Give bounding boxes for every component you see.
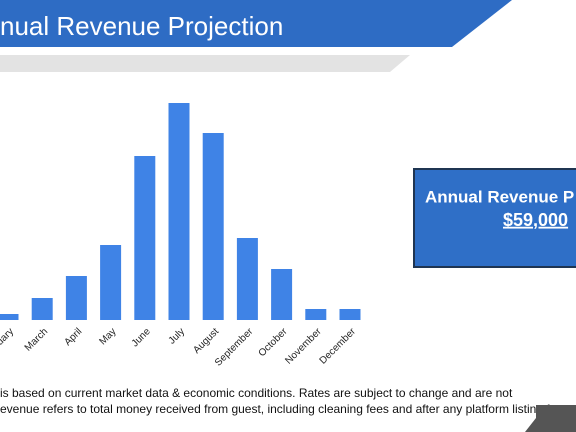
header-banner: [0, 0, 512, 47]
x-tick-label: September: [213, 326, 256, 369]
nav-arrow[interactable]: [525, 405, 576, 432]
page-title: nual Revenue Projection: [0, 11, 283, 41]
x-tick-label: December: [318, 326, 359, 367]
bar: [236, 238, 258, 320]
bar: [168, 103, 190, 320]
header-shadow: [0, 55, 410, 72]
x-tick-label: March: [23, 326, 50, 353]
bar: [271, 269, 293, 320]
bar: [31, 298, 53, 320]
footnote-line: is based on current market data & econom…: [0, 386, 513, 400]
bar: [134, 156, 156, 320]
x-tick-label: October: [257, 326, 290, 359]
bar: [339, 309, 361, 320]
bar: [65, 276, 87, 320]
x-tick-label: June: [130, 326, 153, 349]
footnote-line: evenue refers to total money received fr…: [0, 402, 569, 416]
summary-box: [413, 168, 576, 268]
bar: [305, 309, 327, 320]
summary-amount: $59,000: [503, 210, 568, 230]
chart: uary March April May June July AugustSeptember…: [0, 103, 361, 369]
summary-title: Annual Revenue P: [425, 187, 574, 206]
x-tick-label: August: [191, 326, 221, 356]
bar: [202, 133, 224, 320]
x-tick-label: uary: [0, 326, 16, 348]
bar: [100, 245, 122, 320]
x-tick-label: July: [167, 326, 187, 346]
bar: [0, 314, 19, 320]
x-tick-label: April: [62, 326, 84, 348]
x-tick-label: May: [97, 326, 118, 347]
